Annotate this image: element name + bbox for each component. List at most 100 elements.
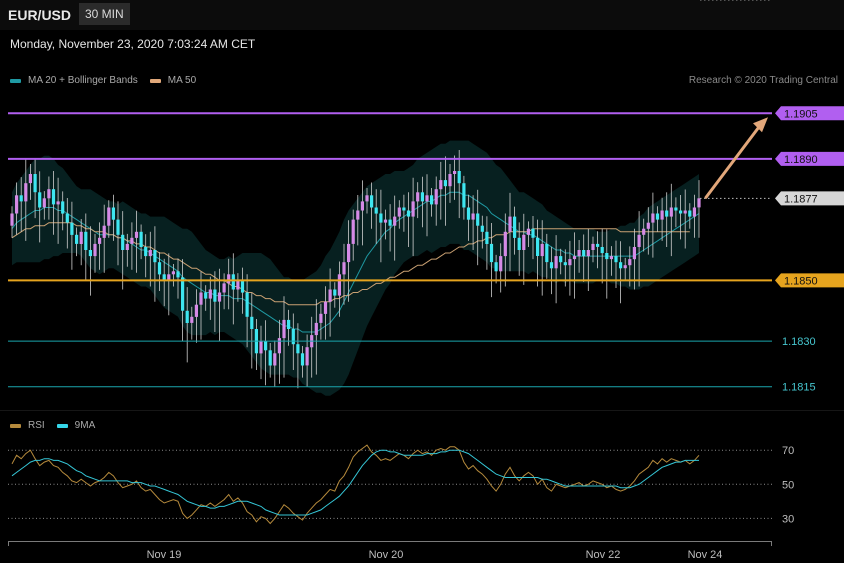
candle [268, 343, 272, 378]
candle [619, 241, 623, 304]
candle [439, 161, 443, 220]
candle-body [79, 231, 83, 244]
candle-body [176, 271, 180, 278]
candle [305, 334, 309, 387]
candle-body [582, 250, 586, 257]
candle [605, 229, 609, 299]
candle [171, 264, 175, 287]
candle-body [24, 183, 28, 202]
resistance-label: 1.1905 [784, 108, 818, 120]
candle [609, 246, 613, 276]
candle [383, 209, 388, 240]
forecast-arrow [704, 117, 768, 199]
candle [669, 183, 673, 257]
pivot-label: 1.1850 [784, 275, 818, 287]
legend-swatch-ma20 [10, 78, 21, 83]
candle-body [282, 319, 286, 339]
top-bar: EUR/USD 30 MIN [0, 0, 844, 30]
candle-body [489, 243, 494, 263]
candle [540, 220, 544, 296]
candle-body [360, 201, 364, 211]
candle-body [596, 243, 600, 247]
candle-body [688, 210, 692, 217]
support-label: 1.1815 [782, 382, 816, 394]
candle [222, 273, 226, 310]
candle [494, 254, 498, 284]
candle-body [393, 216, 397, 226]
candle-body [370, 195, 374, 208]
candle [632, 228, 636, 290]
candle-body [171, 271, 175, 275]
candle-body [47, 189, 51, 199]
candle-body [296, 344, 300, 354]
candle-body [347, 243, 351, 263]
candle-body [121, 234, 125, 250]
candle [513, 206, 517, 255]
candle-body [517, 237, 521, 250]
candle [157, 252, 162, 291]
candle-body [545, 243, 549, 263]
candle-body [665, 210, 669, 217]
candle [342, 243, 346, 305]
level-resistance: 1.1905 [8, 106, 844, 121]
forecast-arrow-head [753, 117, 768, 133]
symbol-label[interactable]: EUR/USD [8, 7, 72, 23]
time-tick-label: Nov 22 [586, 549, 621, 561]
candle-body [70, 222, 74, 235]
time-tick-label: Nov 20 [369, 549, 404, 561]
candle-body [144, 247, 148, 257]
candle-body [549, 262, 554, 269]
level-support: 1.1830 [8, 336, 816, 348]
candle-body [457, 171, 461, 184]
candle [139, 224, 143, 260]
candle-body [51, 189, 56, 205]
candle-body [208, 289, 212, 299]
candle-body [185, 310, 189, 323]
candle-body [305, 347, 309, 366]
candle [102, 204, 106, 273]
candle-body [499, 256, 503, 272]
candle-body [199, 292, 203, 305]
candle-body [416, 192, 420, 202]
candle-body [692, 207, 696, 217]
candle-body [162, 274, 166, 281]
candle [259, 325, 263, 380]
candle [370, 182, 374, 229]
candle-body [453, 171, 457, 174]
credit-text: Research © 2020 Trading Central [688, 75, 838, 86]
legend-rsi: RSI 9MA [10, 420, 95, 431]
candle-body [222, 283, 226, 293]
candle [522, 213, 526, 285]
candle-body [540, 243, 544, 257]
resistance-tag [775, 106, 844, 121]
candle-body [300, 353, 305, 366]
candle [287, 309, 291, 346]
candle [406, 192, 411, 247]
candle-body [572, 256, 577, 260]
candle [15, 182, 19, 235]
candle [231, 253, 235, 325]
level-support: 1.1815 [8, 382, 816, 394]
legend-swatch-rsi [10, 423, 21, 428]
candle-body [19, 195, 23, 202]
candle [674, 197, 678, 228]
candle [526, 221, 530, 247]
candle [637, 211, 641, 287]
candle-body [619, 262, 623, 269]
legend-swatch-ma50 [149, 78, 161, 83]
candle-body [93, 243, 97, 257]
candle-body [273, 353, 277, 366]
pivot-tag [775, 273, 844, 288]
candle-body [328, 289, 332, 302]
candle [600, 228, 604, 284]
legend-label-9ma: 9MA [74, 420, 96, 431]
candle-body [102, 225, 106, 238]
candle-body [337, 274, 341, 296]
interval-button[interactable]: 30 MIN [79, 3, 130, 25]
candle [559, 248, 563, 275]
candle [568, 240, 572, 296]
candle [416, 182, 420, 219]
candle-body [217, 292, 222, 302]
candle-body [42, 198, 46, 208]
